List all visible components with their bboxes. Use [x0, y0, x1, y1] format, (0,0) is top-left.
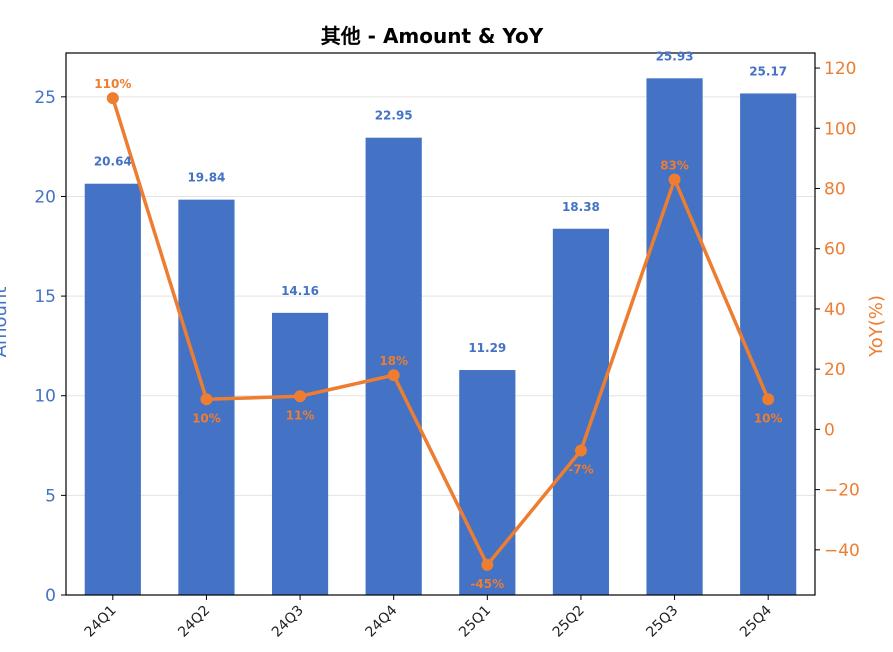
y-axis-left-label: Amount: [0, 287, 11, 358]
x-tick-label: 24Q1: [82, 603, 120, 641]
chart-title: 其他 - Amount & YoY: [321, 24, 544, 48]
data-labels: 20.64 19.84 14.16 22.95 11.29 18.38 25.93 25.17…: [94, 49, 787, 591]
yoy-point-25Q4: [762, 393, 775, 406]
bar-value-label: 25.17: [749, 64, 787, 78]
x-tick-label: 25Q1: [456, 603, 494, 641]
bar-value-label: 14.16: [281, 284, 319, 298]
bar-value-label: 22.95: [375, 109, 413, 123]
yoy-value-label: 18%: [379, 354, 408, 368]
y-left-tick-label: 10: [34, 387, 56, 407]
yoy-value-label: 10%: [192, 411, 221, 425]
y-axis-right-label: YoY(%): [866, 295, 887, 358]
bar-value-label: 19.84: [187, 171, 225, 185]
bar-24Q3: [271, 312, 329, 595]
y-right-tick-label: −40: [824, 541, 860, 561]
x-tick-label: 25Q2: [550, 603, 588, 641]
x-tick-label: 24Q3: [269, 603, 307, 641]
y-right-tick-label: 60: [824, 240, 846, 260]
y-left-tick-label: 25: [34, 88, 56, 108]
bar-24Q1: [84, 183, 141, 595]
bar-value-label: 20.64: [94, 155, 132, 169]
y-right-tick-label: 40: [824, 300, 846, 320]
plot-frame: [65, 52, 816, 596]
bar-value-label: 11.29: [468, 341, 506, 355]
yoy-point-24Q2: [200, 393, 213, 406]
yoy-value-label: -45%: [470, 577, 504, 591]
y-right-tick-label: 80: [824, 180, 846, 200]
bar-25Q2: [552, 228, 610, 595]
y-right-tick-label: 120: [824, 59, 856, 79]
y-right-tick-label: 20: [824, 360, 846, 380]
yoy-point-24Q1: [106, 92, 119, 105]
y-left-tick-label: 0: [45, 586, 56, 606]
yoy-value-label: 83%: [660, 158, 689, 172]
x-tick-label: 25Q4: [737, 602, 775, 640]
yoy-point-25Q3: [668, 173, 681, 186]
bar-24Q4: [365, 137, 422, 595]
yoy-value-label: 10%: [754, 411, 783, 425]
yoy-point-25Q1: [481, 558, 494, 571]
bar-25Q4: [740, 93, 797, 595]
y-left-tick-label: 20: [34, 187, 56, 207]
yoy-line: [111, 97, 770, 567]
bar-value-label: 25.93: [656, 49, 694, 63]
y-right-tick-label: 0: [824, 420, 835, 440]
yoy-value-label: 110%: [94, 77, 131, 91]
yoy-point-24Q4: [387, 369, 400, 382]
bar-value-label: 18.38: [562, 200, 600, 214]
bar-25Q1: [459, 370, 516, 595]
bar-25Q3: [646, 78, 703, 595]
axes: 0 5 10 15 20 25 −40 −20 0 20 40 60 80 100 120 24Q1 24Q2 2…: [34, 52, 860, 641]
bar-series: [84, 78, 797, 596]
x-tick-label: 25Q3: [643, 603, 681, 641]
yoy-point-24Q3: [294, 390, 307, 403]
y-left-tick-label: 5: [45, 486, 56, 506]
y-right-tick-label: 100: [824, 119, 856, 139]
yoy-value-label: -7%: [568, 462, 593, 476]
x-tick-label: 24Q4: [363, 602, 401, 640]
y-left-tick-label: 15: [34, 287, 56, 307]
y-right-tick-label: −20: [824, 481, 860, 501]
yoy-value-label: 11%: [286, 408, 315, 422]
yoy-point-25Q2: [574, 444, 587, 457]
x-tick-label: 24Q2: [175, 603, 213, 641]
yoy-line-series: [106, 92, 775, 571]
